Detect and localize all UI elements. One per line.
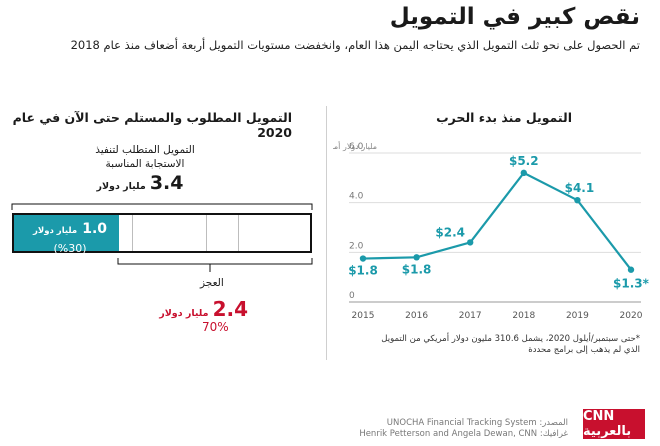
required-label: التمويل المتطلب لتنفيذ الاستجابة المناسب…: [75, 143, 215, 171]
data-label: $2.4: [435, 225, 465, 239]
y-tick-label: 6.0: [349, 142, 364, 152]
source-line: المصدر: UNOCHA Financial Tracking System: [386, 418, 568, 428]
data-point: [413, 254, 420, 261]
data-label: $5.2: [509, 154, 539, 168]
data-label: $1.3*: [613, 277, 650, 291]
x-tick-label: 2016: [405, 311, 428, 321]
gap-value: 2.4مليار دولار: [159, 297, 248, 321]
panel-divider: [326, 106, 327, 360]
logo-text: CNN بالعربية: [583, 409, 632, 439]
bar-brackets: [11, 203, 313, 272]
received-fill: [14, 215, 119, 251]
gap-label: العجز: [200, 277, 224, 289]
required-unit: مليار دولار: [96, 181, 146, 192]
received-percent: (30%): [53, 242, 87, 255]
data-point: [574, 196, 581, 204]
x-tick-label: 2018: [512, 311, 535, 321]
received-label: تم استلامه: [49, 257, 91, 268]
bar-segment-divider: [206, 215, 207, 251]
page-subtitle: تم الحصول على نحو ثلث التمويل الذي يحتاج…: [70, 38, 640, 52]
left-panel-title: التمويل المطلوب والمستلم حتى الآن في عام…: [12, 110, 292, 140]
data-label: $4.1: [565, 181, 595, 195]
bar-segment-divider: [132, 215, 133, 251]
y-tick-label: 2.0: [349, 241, 364, 251]
received-unit: مليار دولار: [32, 226, 78, 236]
cnn-arabic-logo: CNN بالعربية: [583, 409, 645, 439]
chart-title: التمويل منذ بدء الحرب: [436, 110, 572, 125]
required-label-line-2: الاستجابة المناسبة: [105, 158, 185, 171]
x-tick-label: 2020: [620, 311, 643, 321]
y-tick-label: 4.0: [349, 192, 364, 202]
x-tick-label: 2015: [352, 311, 375, 321]
y-tick-label: 0: [349, 291, 355, 301]
required-label-line-1: التمويل المتطلب لتنفيذ: [95, 144, 195, 156]
required-amount: 3.4: [149, 172, 184, 194]
data-point: [359, 255, 367, 262]
x-tick-label: 2019: [566, 311, 589, 321]
gap-amount: 2.4: [212, 297, 248, 321]
gap-percent: 70%: [202, 320, 229, 334]
page-title: نقص كبير في التمويل: [389, 4, 640, 30]
received-text: 1.0 مليار دولار (30%) تم استلامه: [14, 218, 126, 268]
required-value: 3.4مليار دولار: [65, 172, 215, 194]
funding-bar: [12, 213, 312, 253]
required-bracket: [11, 203, 313, 210]
y-unit-label: مليار دولار أمريكي: [333, 141, 377, 151]
series-line: [362, 171, 632, 271]
data-point: [520, 169, 527, 177]
source-credit: المصدر: UNOCHA Financial Tracking System…: [359, 418, 568, 441]
footnote: *حتى سبتمبر/أيلول 2020، يشمل 310.6 مليون…: [381, 334, 640, 356]
data-label: $1.8: [348, 264, 378, 278]
graphics-credit-line: غرافيك: Henrik Petterson and Angela Dewa…: [359, 429, 568, 440]
bar-segment-divider: [238, 215, 239, 251]
received-amount: 1.0: [82, 221, 108, 237]
gap-unit: مليار دولار: [159, 308, 209, 319]
data-label: $1.8: [402, 262, 432, 276]
data-point: [467, 239, 474, 246]
x-tick-label: 2017: [459, 311, 482, 321]
gap-bracket: [117, 258, 313, 265]
data-point: [627, 266, 635, 273]
